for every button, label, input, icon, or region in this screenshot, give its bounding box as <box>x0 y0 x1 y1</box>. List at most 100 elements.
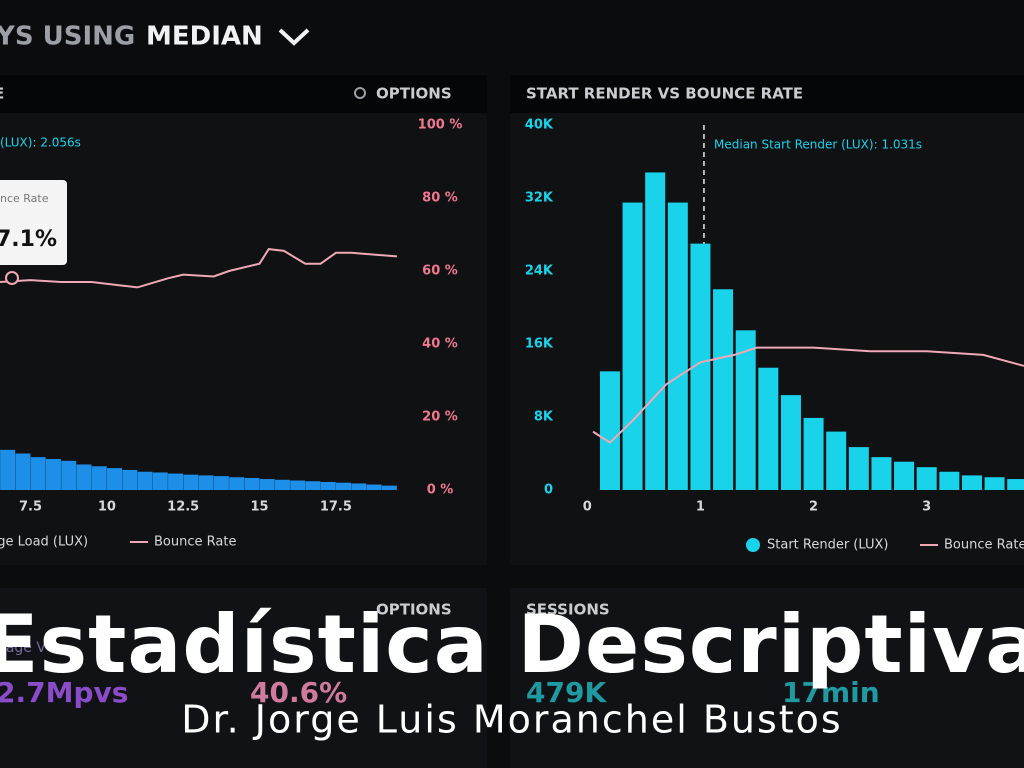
overlay-title: Estadística Descriptiva <box>0 598 1024 691</box>
legend-label: Bounce Rate <box>154 535 236 550</box>
tooltip-value: 7.1% <box>0 227 57 252</box>
bar <box>15 453 31 490</box>
bar <box>599 371 620 490</box>
y2-tick-label: 100 % <box>418 118 463 133</box>
bar <box>758 367 779 490</box>
y-tick-label: 16K <box>525 337 554 352</box>
y-tick-label: 32K <box>525 191 554 206</box>
bar <box>984 477 1005 490</box>
bar <box>61 460 77 490</box>
metric-value: 2.7Mpvs <box>0 676 128 709</box>
bar <box>168 473 184 490</box>
legend-label: Start Render (LUX) <box>767 538 888 553</box>
header-title[interactable]: MEDIAN <box>146 22 263 52</box>
bar <box>76 464 92 490</box>
bar <box>381 485 397 490</box>
bar <box>961 475 982 490</box>
y-tick-label: 8K <box>534 410 554 425</box>
options-button[interactable]: OPTIONS <box>376 601 452 619</box>
y2-tick-label: 80 % <box>422 191 458 206</box>
legend-label: Page Load (LUX) <box>0 535 88 550</box>
bar <box>229 477 245 490</box>
bar <box>803 417 824 490</box>
x-tick-label: 0 <box>583 500 592 515</box>
header-prefix: YS USING <box>0 22 135 52</box>
bounce-line <box>0 248 397 289</box>
hover-point <box>5 271 19 285</box>
options-button[interactable]: OPTIONS <box>376 85 452 103</box>
bar <box>826 431 847 490</box>
y-tick-label: 24K <box>525 264 554 279</box>
bar <box>735 330 756 490</box>
left-panel-title: E <box>0 85 4 103</box>
legend-swatch <box>746 538 760 552</box>
bar <box>894 461 915 490</box>
bar <box>713 289 734 490</box>
bar <box>0 449 16 490</box>
bar <box>213 476 229 490</box>
gear-icon[interactable] <box>354 87 366 99</box>
metric-label: Page V <box>0 640 46 656</box>
bar <box>780 395 801 490</box>
annotation: Median Start Render (LUX): 1.031s <box>714 138 922 152</box>
bar <box>645 172 666 490</box>
bar <box>107 468 123 490</box>
bar <box>274 479 290 490</box>
legend-label: Bounce Rate <box>944 538 1024 553</box>
bar <box>848 447 869 490</box>
y-tick-label: 40K <box>525 118 554 133</box>
bar <box>137 471 153 490</box>
bar <box>198 475 214 490</box>
bar <box>366 484 382 490</box>
bar <box>351 483 367 490</box>
bar <box>30 457 46 490</box>
bar <box>336 482 352 490</box>
x-tick-label: 7.5 <box>19 500 42 515</box>
x-tick-label: 15 <box>250 500 268 515</box>
y2-tick-label: 60 % <box>422 264 458 279</box>
y2-tick-label: 0 % <box>427 483 454 498</box>
bottom-right-card <box>510 588 1024 768</box>
bar <box>259 479 275 490</box>
metric-value: 17min <box>782 676 880 709</box>
x-tick-label: 17.5 <box>320 500 352 515</box>
overlay-subtitle: Dr. Jorge Luis Moranchel Bustos <box>181 698 842 742</box>
bar <box>622 202 643 490</box>
right-panel-title: START RENDER VS BOUNCE RATE <box>526 85 803 103</box>
annotation: (LUX): 2.056s <box>0 136 81 150</box>
tooltip <box>0 180 67 265</box>
dropdown-chevron[interactable] <box>278 28 310 46</box>
y2-tick-label: 40 % <box>422 337 458 352</box>
tooltip-label: nce Rate <box>0 192 49 205</box>
right-panel-header <box>510 75 1024 113</box>
bar <box>152 472 168 490</box>
metric-value: 479K <box>526 676 607 709</box>
x-tick-label: 3 <box>922 500 931 515</box>
bar <box>305 481 321 490</box>
bar <box>871 457 892 490</box>
metric-value: 40.6% <box>250 676 347 709</box>
bar <box>939 471 960 490</box>
y-tick-label: 0 <box>544 483 553 498</box>
bar <box>91 466 107 490</box>
bar <box>183 474 199 490</box>
left-panel-header <box>0 75 487 113</box>
bottom-left-card <box>0 588 487 768</box>
bar <box>320 481 336 490</box>
bar <box>45 458 61 490</box>
bar <box>122 469 138 490</box>
x-tick-label: 2 <box>809 500 818 515</box>
bar <box>290 480 306 490</box>
y2-tick-label: 20 % <box>422 410 458 425</box>
bar <box>244 477 260 490</box>
bar <box>667 202 688 490</box>
bounce-line <box>592 346 1024 444</box>
bar <box>916 467 937 490</box>
x-tick-label: 10 <box>98 500 116 515</box>
bar <box>1007 479 1024 490</box>
x-tick-label: 12.5 <box>167 500 199 515</box>
card-title: SESSIONS <box>526 601 610 619</box>
bar <box>690 243 711 490</box>
x-tick-label: 1 <box>696 500 705 515</box>
